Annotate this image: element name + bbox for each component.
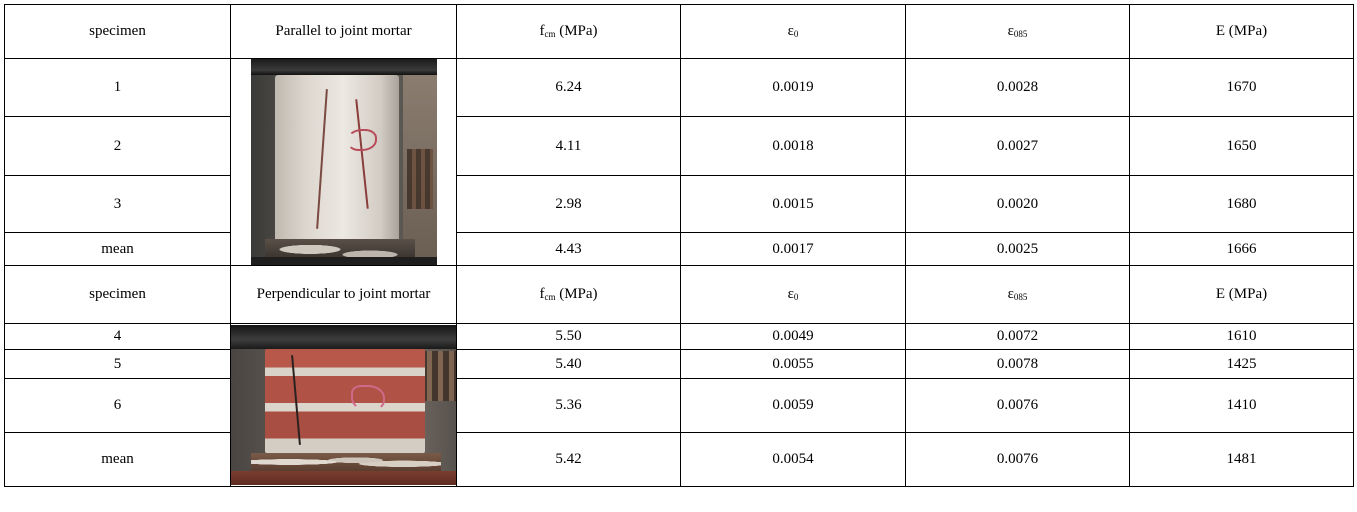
header-e085: ε085 (905, 4, 1130, 59)
header-row: specimen Parallel to joint mortar fcm (M… (4, 4, 1354, 59)
cell-e0: 0.0059 (680, 378, 906, 433)
header-e085: ε085 (905, 265, 1130, 324)
cell-fcm: 5.40 (456, 349, 681, 379)
cell-fcm: 4.11 (456, 116, 681, 176)
cell-e0: 0.0054 (680, 432, 906, 487)
cell-fcm: 5.36 (456, 378, 681, 433)
header-specimen: specimen (4, 265, 231, 324)
cell-e085: 0.0076 (905, 432, 1130, 487)
header-elastic-modulus: E (MPa) (1129, 265, 1354, 324)
cell-specimen: 4 (4, 323, 231, 350)
cell-e0: 0.0049 (680, 323, 906, 350)
cell-fcm: 5.42 (456, 432, 681, 487)
cell-e0: 0.0015 (680, 175, 906, 233)
cell-fcm: 2.98 (456, 175, 681, 233)
cell-fcm: 5.50 (456, 323, 681, 350)
header-e0: ε0 (680, 4, 906, 59)
cell-specimen: 3 (4, 175, 231, 233)
table-row-mean: mean 4.43 0.0017 0.0025 1666 (4, 232, 1354, 266)
header-fcm: fcm (MPa) (456, 4, 681, 59)
table-row: 6 5.36 0.0059 0.0076 1410 (4, 378, 1354, 433)
cell-e085: 0.0072 (905, 323, 1130, 350)
header-e0: ε0 (680, 265, 906, 324)
cell-fcm: 4.43 (456, 232, 681, 266)
table-row-mean: mean 5.42 0.0054 0.0076 1481 (4, 432, 1354, 487)
cell-e0: 0.0017 (680, 232, 906, 266)
cell-e085: 0.0078 (905, 349, 1130, 379)
cell-e0: 0.0019 (680, 58, 906, 117)
cell-specimen: 2 (4, 116, 231, 176)
specimen-photo-parallel (250, 59, 437, 265)
cell-elastic-modulus: 1425 (1129, 349, 1354, 379)
header-fcm: fcm (MPa) (456, 265, 681, 324)
table-row: 3 2.98 0.0015 0.0020 1680 (4, 175, 1354, 233)
cell-elastic-modulus: 1680 (1129, 175, 1354, 233)
cell-fcm: 6.24 (456, 58, 681, 117)
header-orientation: Perpendicular to joint mortar (230, 265, 457, 324)
table-row: 2 4.11 0.0018 0.0027 1650 (4, 116, 1354, 176)
cell-elastic-modulus: 1410 (1129, 378, 1354, 433)
cell-e085: 0.0028 (905, 58, 1130, 117)
photo-cell-parallel (230, 58, 457, 266)
specimen-photo-perpendicular (231, 325, 456, 485)
cell-e085: 0.0020 (905, 175, 1130, 233)
cell-elastic-modulus: 1610 (1129, 323, 1354, 350)
cell-e085: 0.0027 (905, 116, 1130, 176)
cell-elastic-modulus: 1481 (1129, 432, 1354, 487)
cell-specimen: mean (4, 232, 231, 266)
results-table: specimen Parallel to joint mortar fcm (M… (4, 4, 1354, 487)
header-elastic-modulus: E (MPa) (1129, 4, 1354, 59)
cell-specimen: 6 (4, 378, 231, 433)
cell-e0: 0.0055 (680, 349, 906, 379)
table-row: 5 5.40 0.0055 0.0078 1425 (4, 349, 1354, 379)
header-row: specimen Perpendicular to joint mortar f… (4, 265, 1354, 324)
cell-e085: 0.0076 (905, 378, 1130, 433)
header-specimen: specimen (4, 4, 231, 59)
cell-elastic-modulus: 1650 (1129, 116, 1354, 176)
photo-cell-perpendicular (230, 323, 457, 487)
cell-specimen: mean (4, 432, 231, 487)
cell-e085: 0.0025 (905, 232, 1130, 266)
cell-specimen: 1 (4, 58, 231, 117)
cell-specimen: 5 (4, 349, 231, 379)
header-orientation: Parallel to joint mortar (230, 4, 457, 59)
table-row: 4 5.50 0.0049 0.0072 1610 (4, 323, 1354, 487)
cell-elastic-modulus: 1670 (1129, 58, 1354, 117)
table-row: 1 6.24 0.0019 0.0028 1670 (4, 58, 1354, 266)
cell-elastic-modulus: 1666 (1129, 232, 1354, 266)
cell-e0: 0.0018 (680, 116, 906, 176)
